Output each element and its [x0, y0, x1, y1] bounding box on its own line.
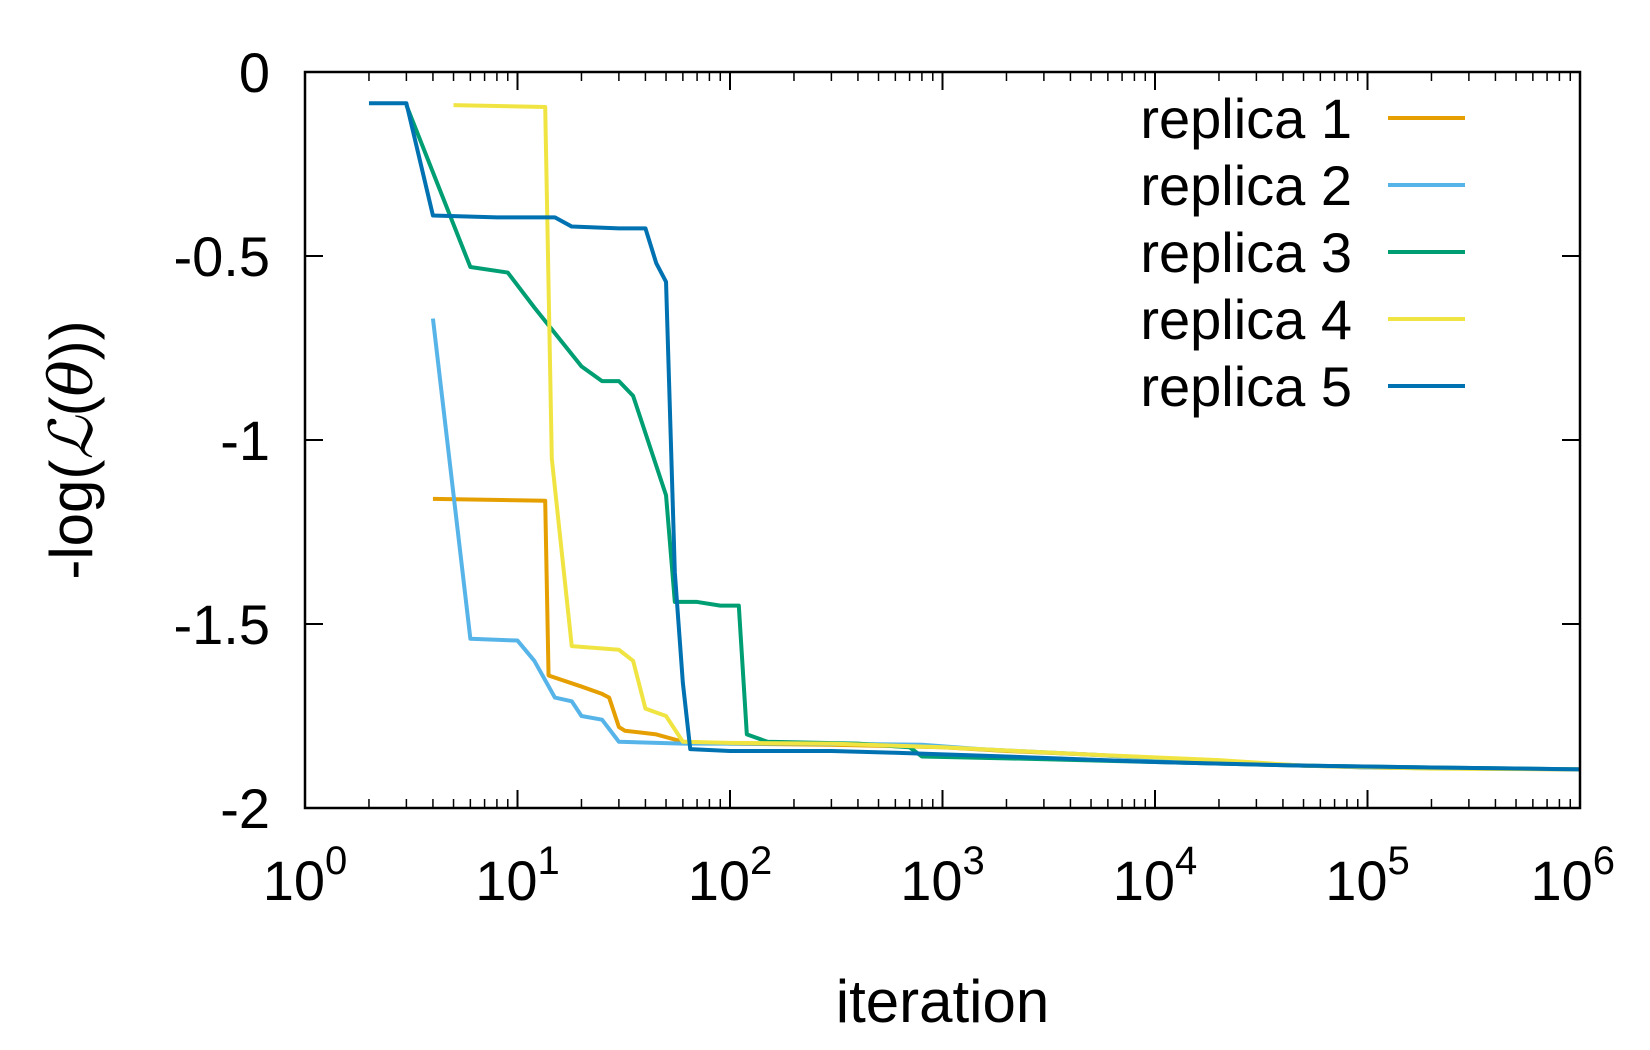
x-tick-exponent: 3	[963, 839, 985, 883]
legend-label-replica-5: replica 5	[1140, 355, 1352, 418]
y-tick-label: -1	[220, 409, 270, 472]
legend-label-replica-3: replica 3	[1140, 221, 1352, 284]
x-tick-exponent: 5	[1388, 839, 1410, 883]
y-tick-label: -0.5	[174, 225, 271, 288]
x-axis-label: iteration	[836, 968, 1049, 1035]
x-tick-base: 10	[1113, 849, 1175, 912]
x-tick-label: 104	[1113, 839, 1198, 912]
series-line-replica-4	[453, 103, 1581, 772]
y-axis-label-prefix: -log(	[38, 460, 105, 580]
x-tick-exponent: 4	[1175, 839, 1197, 883]
x-tick-label: 105	[1325, 839, 1410, 912]
y-tick-label: -2	[220, 777, 270, 840]
x-tick-label: 102	[688, 839, 773, 912]
y-tick-labels: 0 -0.5 -1 -1.5 -2	[174, 41, 271, 840]
x-tick-label: 106	[1530, 839, 1615, 912]
y-axis-label-symbol: ℒ	[37, 415, 107, 460]
legend-label-replica-2: replica 2	[1140, 154, 1352, 217]
x-tick-base: 10	[900, 849, 962, 912]
y-tick-label: 0	[239, 41, 270, 104]
y-axis-label: -log(ℒ(θ))	[37, 320, 107, 579]
x-tick-label: 103	[900, 839, 985, 912]
x-tick-exponent: 2	[750, 839, 772, 883]
series-line-replica-3	[404, 104, 1581, 772]
x-tick-exponent: 1	[538, 839, 560, 883]
plot-series	[368, 101, 1581, 772]
x-tick-base: 10	[688, 849, 750, 912]
y-axis-label-close: ))	[38, 320, 105, 360]
x-tick-exponent: 0	[325, 839, 347, 883]
x-tick-base: 10	[1530, 849, 1592, 912]
x-tick-label: 101	[475, 839, 560, 912]
x-tick-exponent: 6	[1593, 839, 1615, 883]
axis-ticks	[304, 71, 1581, 809]
x-tick-label: 100	[263, 839, 348, 912]
legend-label-replica-4: replica 4	[1140, 288, 1352, 351]
series-line-replica-5	[368, 101, 1581, 772]
y-axis-label-open: (	[38, 396, 105, 416]
series-line-replica-1	[432, 496, 1581, 772]
y-tick-label: -1.5	[174, 593, 271, 656]
plot-frame	[303, 70, 1582, 810]
y-axis-label-theta: θ	[37, 360, 107, 396]
x-tick-base: 10	[475, 849, 537, 912]
legend-label-replica-1: replica 1	[1140, 87, 1352, 150]
x-tick-base: 10	[263, 849, 325, 912]
x-tick-labels: 100 101 102 103 104 105 106	[263, 839, 1615, 912]
x-tick-base: 10	[1325, 849, 1387, 912]
